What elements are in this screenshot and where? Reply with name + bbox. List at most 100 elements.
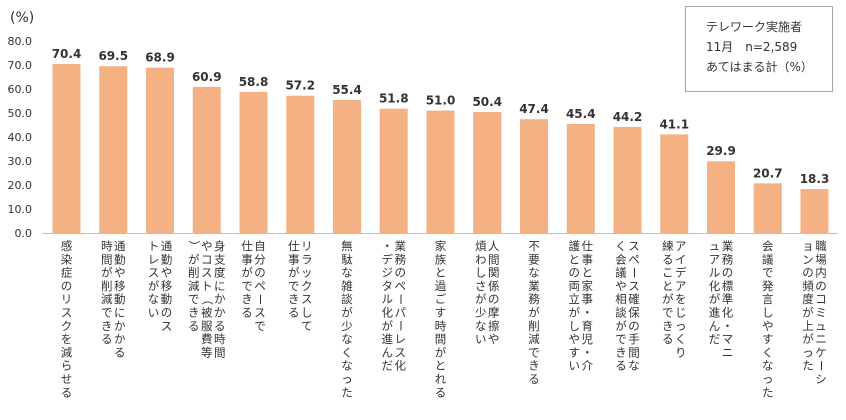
x-category-char: イ (675, 252, 687, 266)
x-category-char: っ (802, 345, 814, 359)
x-category-char: か (214, 292, 226, 306)
x-category-char: が (101, 266, 113, 280)
x-category-char: や (114, 266, 126, 280)
x-category-char: き (101, 319, 113, 333)
x-category-char: 家 (435, 239, 447, 253)
x-category-char: か (114, 332, 126, 346)
x-category-char: の (61, 279, 73, 293)
x-category-char: 減 (101, 292, 113, 306)
bar (286, 95, 315, 233)
x-category-char: く (675, 332, 687, 346)
x-category-char: が (528, 306, 540, 320)
x-category-char: し (762, 306, 774, 320)
x-category-char: の (488, 292, 500, 306)
x-category-char: と (582, 266, 594, 280)
x-category-char: 会 (762, 239, 774, 253)
x-category-char: や (569, 332, 581, 346)
x-category-char: 駄 (341, 252, 353, 266)
x-category-char: く (341, 345, 353, 359)
x-category-char: 上 (802, 319, 814, 333)
x-category-char: 事 (582, 292, 594, 306)
x-category-char: 染 (61, 252, 73, 266)
x-category-char: デ (382, 252, 394, 266)
x-category-char: ご (435, 292, 447, 306)
x-category-char: な (341, 359, 353, 373)
x-category-char: ト (201, 279, 213, 293)
x-category-char: 仕 (241, 239, 253, 253)
x-category-char: 確 (628, 292, 640, 306)
x-category-char: が (615, 319, 627, 333)
x-category-char: や (488, 332, 500, 346)
x-category-char: ス (628, 279, 640, 293)
bar (566, 124, 595, 233)
x-category-char: ん (709, 319, 721, 333)
x-category-char: な (628, 359, 640, 373)
x-category-char: る (241, 306, 253, 320)
x-category-char: が (382, 319, 394, 333)
x-category-char: な (528, 266, 540, 280)
x-category-char: 係 (488, 279, 500, 293)
y-tick-label: 50.0 (8, 107, 33, 120)
x-category-char: 児 (582, 332, 594, 346)
x-category-char: 相 (615, 292, 627, 306)
x-category-char: 務 (395, 252, 407, 266)
x-category-char: 場 (815, 252, 827, 266)
x-category-char: る (288, 306, 300, 320)
x-category-char: ・ (582, 306, 594, 320)
x-category-char: ョ (802, 239, 814, 253)
x-category-char: ア (709, 252, 721, 266)
x-category-char: ク (301, 279, 313, 293)
x-category-char: 談 (341, 292, 353, 306)
x-category-char: ト (148, 239, 160, 253)
x-category-char: っ (762, 372, 774, 386)
x-category-char: 間 (488, 252, 500, 266)
x-category-char: ー (393, 293, 407, 305)
x-category-char: 談 (615, 306, 627, 320)
x-category-char: 立 (569, 292, 581, 306)
x-category-char: ア (675, 239, 687, 253)
x-category-char: の (722, 266, 734, 280)
legend-box: テレワーク実施者 11月 n=2,589 あてはまる計（%） (685, 6, 833, 92)
x-category-char: マ (722, 332, 734, 346)
x-category-char: で (762, 266, 774, 280)
bar (800, 189, 829, 233)
x-category-char: て (301, 319, 313, 333)
x-category-char: 過 (435, 279, 447, 293)
x-category-char: る (662, 252, 674, 266)
bar (426, 110, 455, 233)
y-tick-label: 0.0 (15, 227, 33, 240)
x-category-char: 時 (214, 332, 226, 346)
x-category-char: 進 (382, 332, 394, 346)
x-category-char: き (615, 345, 627, 359)
x-category-char: き (188, 306, 200, 320)
x-category-char: ッ (301, 266, 313, 280)
x-category-char: い (475, 332, 487, 346)
x-category-char: 間 (101, 252, 113, 266)
x-category-char: 時 (435, 319, 447, 333)
x-category-char: が (341, 306, 353, 320)
x-category-char: 手 (628, 332, 640, 346)
x-category-char: 務 (722, 252, 734, 266)
x-category-char: 勤 (161, 252, 173, 266)
bar-value-label: 47.4 (519, 102, 549, 116)
x-category-char: た (802, 359, 814, 373)
x-category-char: ル (382, 292, 394, 306)
x-category-char: の (802, 266, 814, 280)
x-category-char: か (114, 319, 126, 333)
x-category-char: ラ (301, 252, 313, 266)
x-category-char: ス (148, 266, 160, 280)
x-category-char: 仕 (288, 239, 300, 253)
legend-line-3: あてはまる計（%） (706, 60, 813, 74)
x-category-char: 業 (722, 239, 734, 253)
x-category-char: ル (709, 266, 721, 280)
x-category-char: 感 (61, 239, 73, 253)
x-category-char: っ (341, 372, 353, 386)
x-category-char: な (762, 359, 774, 373)
x-category-char: 身 (214, 239, 226, 253)
